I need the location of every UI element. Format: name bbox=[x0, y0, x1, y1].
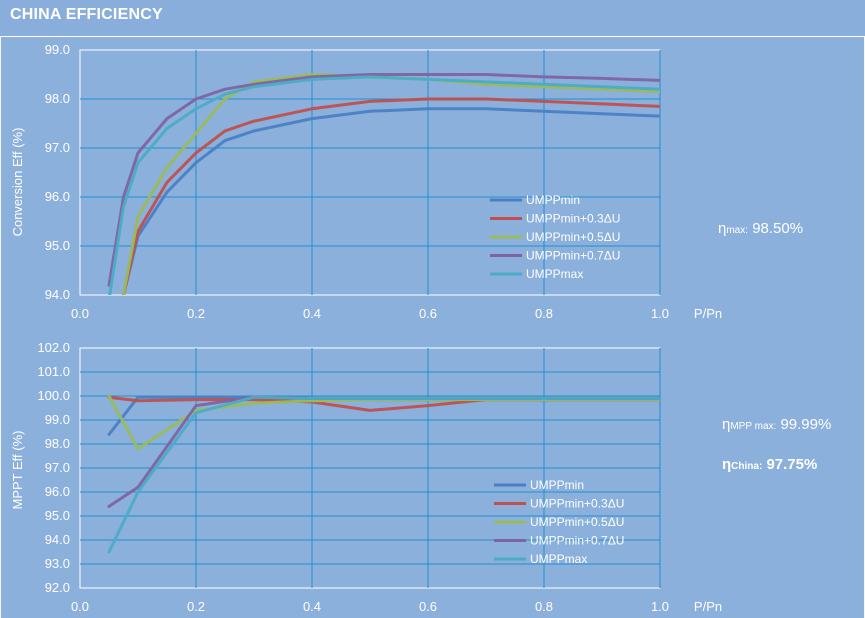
chart2-y-tick-label: 101.0 bbox=[37, 364, 70, 379]
chart1-x-tick-label: 0.2 bbox=[187, 306, 205, 321]
chart1-series-line-0 bbox=[121, 107, 660, 295]
chart2-y-tick-label: 92.0 bbox=[45, 580, 70, 595]
eta-china-stat: ηChina: 97.75% bbox=[722, 456, 817, 473]
chart2-x-axis-label: P/Pn bbox=[694, 599, 722, 614]
chart1-y-tick-label: 96.0 bbox=[45, 189, 70, 204]
chart2-legend-label-2: UMPPmin+0.5ΔU bbox=[530, 515, 624, 529]
chart1-y-tick-label: 98.0 bbox=[45, 91, 70, 106]
chart2-y-tick-label: 99.0 bbox=[45, 412, 70, 427]
chart2-legend-label-0: UMPPmin bbox=[530, 478, 584, 492]
chart2-y-tick-label: 94.0 bbox=[45, 532, 70, 547]
chart1-x-tick-label: 1.0 bbox=[651, 306, 669, 321]
chart2-y-tick-label: 98.0 bbox=[45, 436, 70, 451]
chart1-legend-label-4: UMPPmax bbox=[526, 267, 583, 281]
chart1-series-line-4 bbox=[108, 75, 660, 295]
eta-mpp-max-symbol: η bbox=[722, 416, 731, 433]
chart1-legend-label-3: UMPPmin+0.7ΔU bbox=[526, 249, 620, 263]
chart2-y-tick-label: 97.0 bbox=[45, 460, 70, 475]
left-border bbox=[0, 36, 1, 618]
eta-china-value: 97.75% bbox=[766, 456, 818, 473]
chart1-y-tick-label: 95.0 bbox=[45, 238, 70, 253]
eta-mpp-max-stat: ηMPP max: 99.99% bbox=[722, 416, 831, 433]
chart2-series-line-2 bbox=[107, 394, 660, 451]
chart2-y-tick-label: 102.0 bbox=[37, 340, 70, 355]
eta-china-symbol: η bbox=[722, 456, 732, 473]
chart2-x-tick-label: 1.0 bbox=[651, 599, 669, 614]
eta-max-value: 98.50% bbox=[752, 220, 804, 237]
chart1-y-tick-label: 94.0 bbox=[45, 287, 70, 302]
chart1-legend-label-2: UMPPmin+0.5ΔU bbox=[526, 230, 620, 244]
chart2-y-axis-label: MPPT Eff (%) bbox=[10, 431, 25, 510]
chart1-series-line-1 bbox=[121, 97, 660, 295]
chart1-series-line-2 bbox=[121, 73, 660, 295]
eta-china-sub: China: bbox=[731, 461, 763, 472]
chart2-x-tick-label: 0.8 bbox=[535, 599, 553, 614]
chart2-legend-label-1: UMPPmin+0.3ΔU bbox=[530, 497, 624, 511]
chart1-legend-label-0: UMPPmin bbox=[526, 193, 580, 207]
chart1-y-axis-label: Conversion Eff (%) bbox=[10, 128, 25, 237]
chart2-y-tick-label: 100.0 bbox=[37, 388, 70, 403]
chart2-series-line-0 bbox=[107, 395, 660, 436]
chart1-x-axis-label: P/Pn bbox=[694, 306, 722, 321]
chart1-y-tick-label: 97.0 bbox=[45, 140, 70, 155]
chart1-legend-label-1: UMPPmin+0.3ΔU bbox=[526, 212, 620, 226]
chart2-series-line-4 bbox=[107, 395, 660, 554]
chart2-y-tick-label: 96.0 bbox=[45, 484, 70, 499]
chart1-x-tick-label: 0.8 bbox=[535, 306, 553, 321]
eta-max-sub: max: bbox=[726, 225, 749, 236]
chart1-y-tick-label: 99.0 bbox=[45, 42, 70, 57]
eta-max-stat: ηmax: 98.50% bbox=[718, 220, 803, 237]
eta-max-symbol: η bbox=[718, 220, 727, 237]
chart1-x-tick-label: 0.6 bbox=[419, 306, 437, 321]
chart2-x-tick-label: 0.0 bbox=[71, 599, 89, 614]
chart2-legend-label-3: UMPPmin+0.7ΔU bbox=[530, 534, 624, 548]
chart1-x-tick-label: 0.4 bbox=[303, 306, 321, 321]
eta-mpp-max-value: 99.99% bbox=[780, 416, 832, 433]
chart1-series-line-3 bbox=[107, 73, 660, 287]
header-bar: CHINA EFFICIENCY bbox=[0, 0, 865, 37]
chart2-x-tick-label: 0.2 bbox=[187, 599, 205, 614]
chart2-x-tick-label: 0.4 bbox=[303, 599, 321, 614]
page-title: CHINA EFFICIENCY bbox=[10, 6, 163, 23]
chart2-y-tick-label: 95.0 bbox=[45, 508, 70, 523]
chart2-legend-label-4: UMPPmax bbox=[530, 552, 587, 566]
eta-mpp-max-sub: MPP max: bbox=[730, 421, 777, 432]
chart2-y-tick-label: 93.0 bbox=[45, 556, 70, 571]
chart2-x-tick-label: 0.6 bbox=[419, 599, 437, 614]
chart1-x-tick-label: 0.0 bbox=[71, 306, 89, 321]
